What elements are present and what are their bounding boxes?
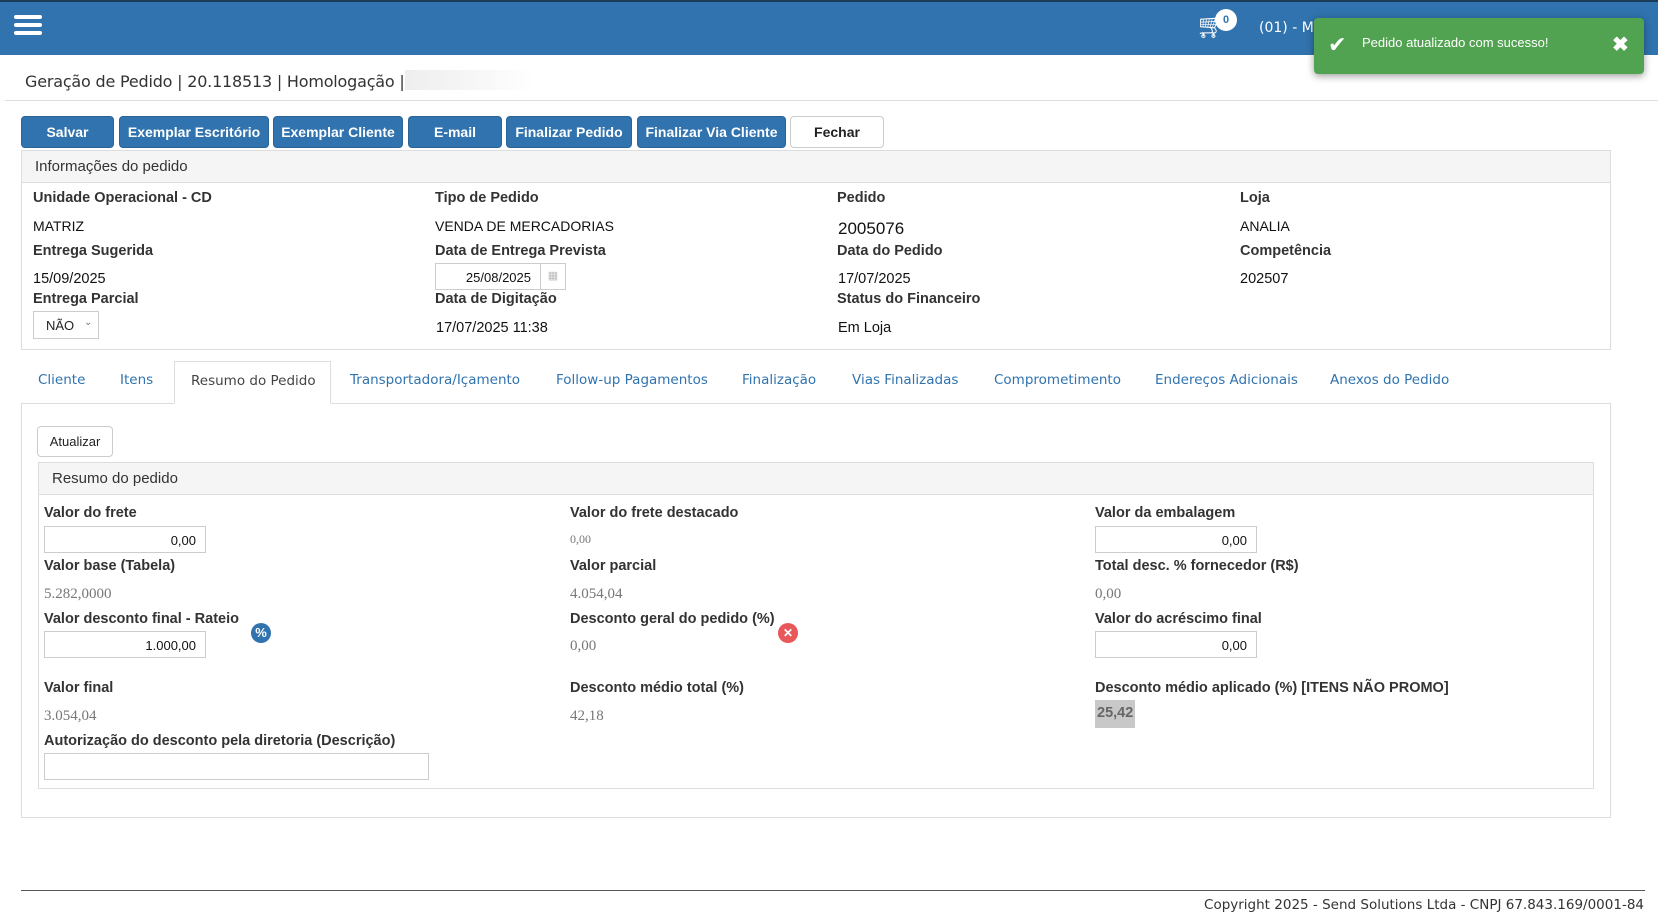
tab-transportadora[interactable]: Transportadora/Içamento <box>350 372 521 388</box>
order-info-title: Informações do pedido <box>22 151 1610 183</box>
embalagem-label: Valor da embalagem <box>1095 505 1236 521</box>
close-button[interactable]: Fechar <box>790 116 884 148</box>
desc-medio-aplicado-label: Desconto médio aplicado (%) [ITENS NÃO P… <box>1095 680 1449 696</box>
finalize-order-button[interactable]: Finalizar Pedido <box>506 116 632 148</box>
frete-label: Valor do frete <box>44 505 137 521</box>
valor-parcial-label: Valor parcial <box>570 558 657 574</box>
desconto-rateio-label: Valor desconto final - Rateio <box>44 611 239 627</box>
desconto-geral-label: Desconto geral do pedido (%) <box>570 611 775 627</box>
valor-final-value: 3.054,04 <box>44 708 97 724</box>
order-info-panel: Informações do pedido <box>21 150 1611 350</box>
entrega-sugerida-value: 15/09/2025 <box>33 271 106 287</box>
tab-vias-finalizadas[interactable]: Vias Finalizadas <box>852 372 959 388</box>
data-pedido-value: 17/07/2025 <box>838 271 911 287</box>
pedido-value: 2005076 <box>838 219 905 238</box>
unidade-label: Unidade Operacional - CD <box>33 190 212 206</box>
valor-base-label: Valor base (Tabela) <box>44 558 176 574</box>
entrega-sugerida-label: Entrega Sugerida <box>33 243 154 259</box>
loja-value: ANALIA <box>1240 218 1290 234</box>
status-financeiro-value: Em Loja <box>838 320 892 336</box>
entrega-prevista-label: Data de Entrega Prevista <box>435 243 606 259</box>
pedido-label: Pedido <box>837 190 886 206</box>
toast-message: Pedido atualizado com sucesso! <box>1362 35 1549 50</box>
desc-medio-total-value: 42,18 <box>570 708 604 724</box>
valor-parcial-value: 4.054,04 <box>570 586 623 602</box>
autorizacao-label: Autorização do desconto pela diretoria (… <box>44 733 396 749</box>
order-summary-panel: Resumo do pedido <box>38 462 1594 789</box>
entrega-parcial-value: NÃO <box>46 318 75 333</box>
loja-label: Loja <box>1240 190 1270 206</box>
save-button[interactable]: Salvar <box>21 116 114 148</box>
divider <box>5 100 1658 101</box>
competencia-value: 202507 <box>1240 271 1289 287</box>
footer-divider <box>21 890 1645 891</box>
chevron-down-icon: ⌄ <box>84 317 93 328</box>
frete-destacado-label: Valor do frete destacado <box>570 505 739 521</box>
acrescimo-label: Valor do acréscimo final <box>1095 611 1262 627</box>
client-copy-button[interactable]: Exemplar Cliente <box>273 116 403 148</box>
digitacao-label: Data de Digitação <box>435 291 557 307</box>
status-financeiro-label: Status do Financeiro <box>837 291 981 307</box>
tab-anexos-do-pedido[interactable]: Anexos do Pedido <box>1330 372 1450 388</box>
valor-base-value: 5.282,0000 <box>44 586 112 602</box>
tab-comprometimento[interactable]: Comprometimento <box>994 372 1121 388</box>
tipo-label: Tipo de Pedido <box>435 190 539 206</box>
entrega-parcial-select[interactable]: NÃO ⌄ <box>33 311 99 339</box>
digitacao-value: 17/07/2025 11:38 <box>436 320 548 336</box>
desconto-rateio-input[interactable]: 1.000,00 <box>44 631 206 658</box>
acrescimo-input[interactable]: 0,00 <box>1095 631 1257 658</box>
tipo-value: VENDA DE MERCADORIAS <box>435 218 614 234</box>
footer-copyright: Copyright 2025 - Send Solutions Ltda - C… <box>1204 897 1644 913</box>
refresh-button[interactable]: Atualizar <box>37 426 113 457</box>
unidade-value: MATRIZ <box>33 218 85 234</box>
office-copy-button[interactable]: Exemplar Escritório <box>119 116 269 148</box>
valor-final-label: Valor final <box>44 680 114 696</box>
user-label[interactable]: (01) - M <box>1259 20 1314 36</box>
success-toast: ✔ Pedido atualizado com sucesso! ✖ <box>1314 18 1644 74</box>
redacted-area <box>405 70 535 90</box>
email-button[interactable]: E-mail <box>408 116 502 148</box>
tab-resumo-do-pedido[interactable]: Resumo do Pedido <box>174 361 331 404</box>
tab-label: Resumo do Pedido <box>191 373 316 389</box>
checkmark-icon: ✔ <box>1328 32 1347 57</box>
data-pedido-label: Data do Pedido <box>837 243 943 259</box>
tab-finalizacao[interactable]: Finalização <box>742 372 817 388</box>
page-title: Geração de Pedido | 20.118513 | Homologa… <box>25 72 405 91</box>
desc-fornecedor-value: 0,00 <box>1095 586 1122 602</box>
tab-enderecos-adicionais[interactable]: Endereços Adicionais <box>1155 372 1298 388</box>
entrega-prevista-input[interactable]: 25/08/2025 <box>435 263 541 290</box>
desc-fornecedor-label: Total desc. % fornecedor (R$) <box>1095 558 1299 574</box>
tab-itens[interactable]: Itens <box>120 372 154 388</box>
tab-follow-up-pagamentos[interactable]: Follow-up Pagamentos <box>556 372 708 388</box>
order-summary-title: Resumo do pedido <box>39 463 1593 495</box>
finalize-via-client-button[interactable]: Finalizar Via Cliente <box>637 116 786 148</box>
clear-discount-icon[interactable]: ✕ <box>778 623 798 643</box>
desc-medio-total-label: Desconto médio total (%) <box>570 680 745 696</box>
frete-input[interactable]: 0,00 <box>44 526 206 553</box>
autorizacao-input[interactable] <box>44 753 429 780</box>
desconto-geral-value: 0,00 <box>570 638 597 654</box>
frete-destacado-value: 0,00 <box>570 532 591 546</box>
close-icon[interactable]: ✖ <box>1612 34 1629 56</box>
tab-cliente[interactable]: Cliente <box>38 372 86 388</box>
calendar-icon[interactable]: ▦ <box>540 263 566 290</box>
embalagem-input[interactable]: 0,00 <box>1095 526 1257 553</box>
percent-icon[interactable]: % <box>251 623 271 643</box>
competencia-label: Competência <box>1240 243 1332 259</box>
hamburger-menu-icon[interactable] <box>14 15 42 35</box>
entrega-parcial-label: Entrega Parcial <box>33 291 139 307</box>
desc-medio-aplicado-value: 25,42 <box>1095 700 1136 728</box>
cart-count-badge: 0 <box>1215 9 1237 31</box>
